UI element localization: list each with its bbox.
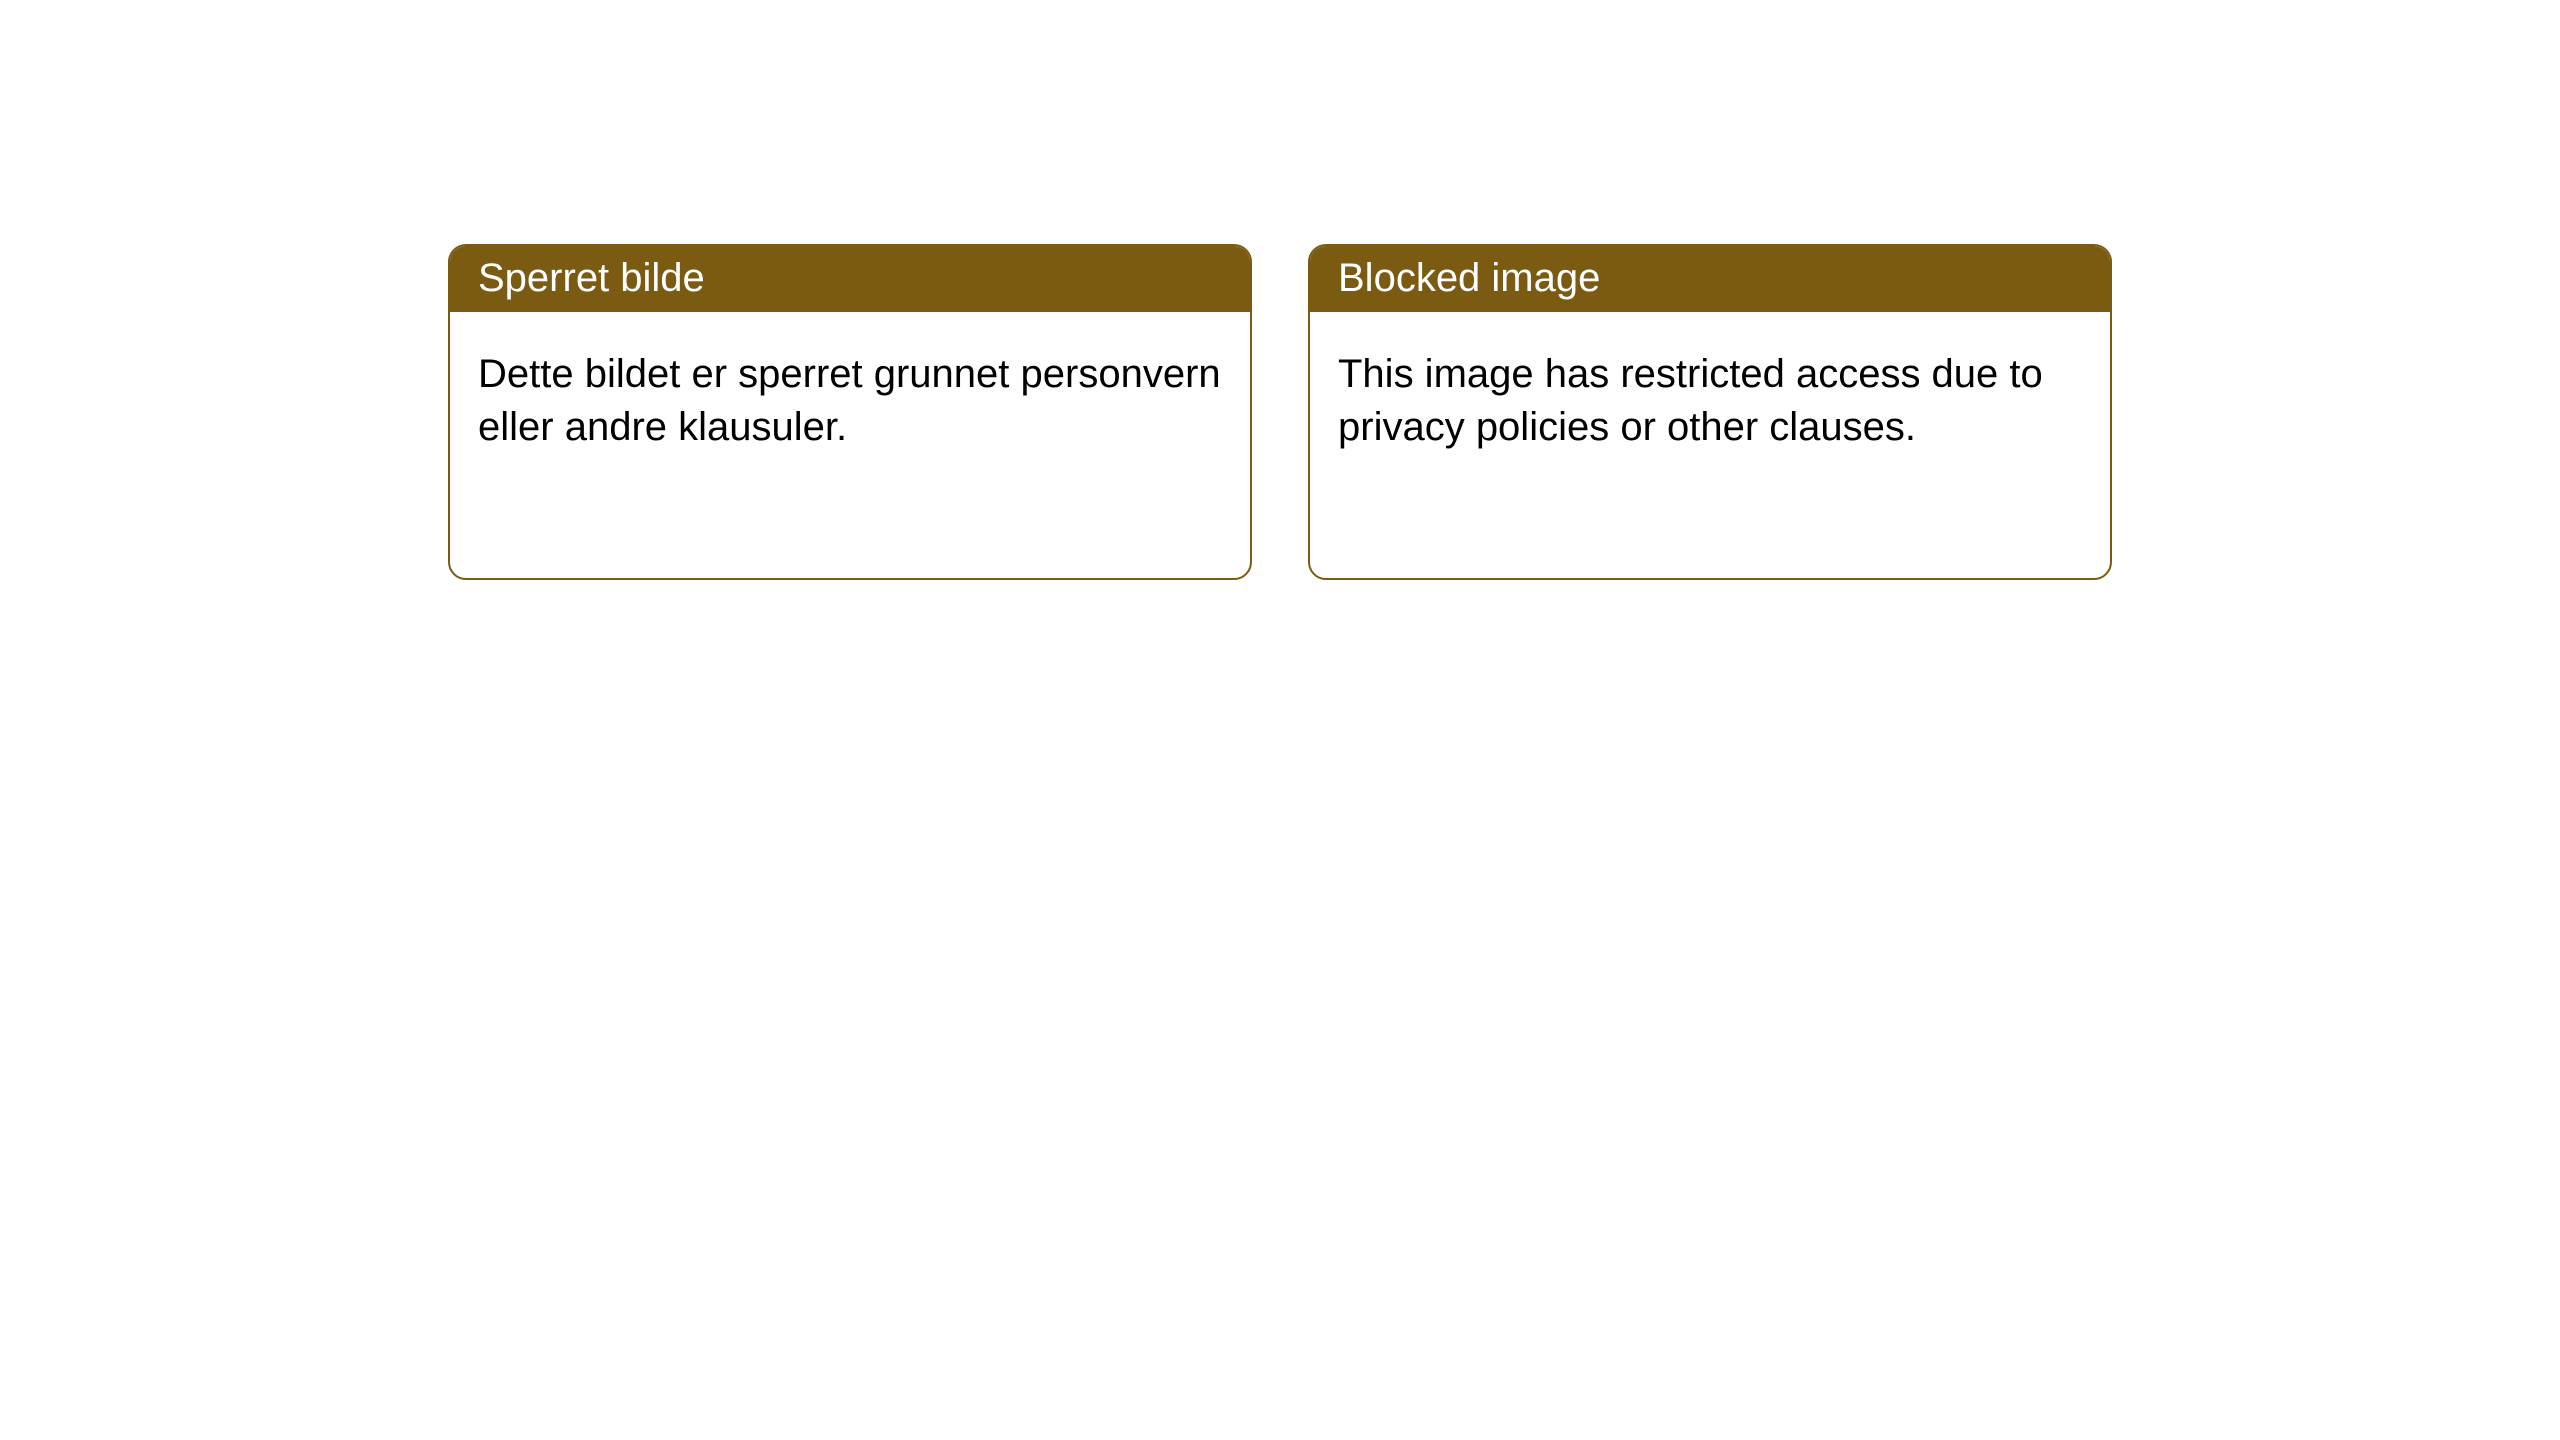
notice-box-en: Blocked image This image has restricted … [1308, 244, 2112, 580]
notice-box-no: Sperret bilde Dette bildet er sperret gr… [448, 244, 1252, 580]
notice-text-en: This image has restricted access due to … [1338, 352, 2043, 449]
notice-header-en: Blocked image [1310, 246, 2110, 312]
notice-header-no: Sperret bilde [450, 246, 1250, 312]
notice-body-en: This image has restricted access due to … [1310, 312, 2110, 490]
notice-text-no: Dette bildet er sperret grunnet personve… [478, 352, 1221, 449]
notice-title-en: Blocked image [1338, 256, 1600, 300]
notice-container: Sperret bilde Dette bildet er sperret gr… [0, 0, 2560, 580]
notice-title-no: Sperret bilde [478, 256, 705, 300]
notice-body-no: Dette bildet er sperret grunnet personve… [450, 312, 1250, 490]
